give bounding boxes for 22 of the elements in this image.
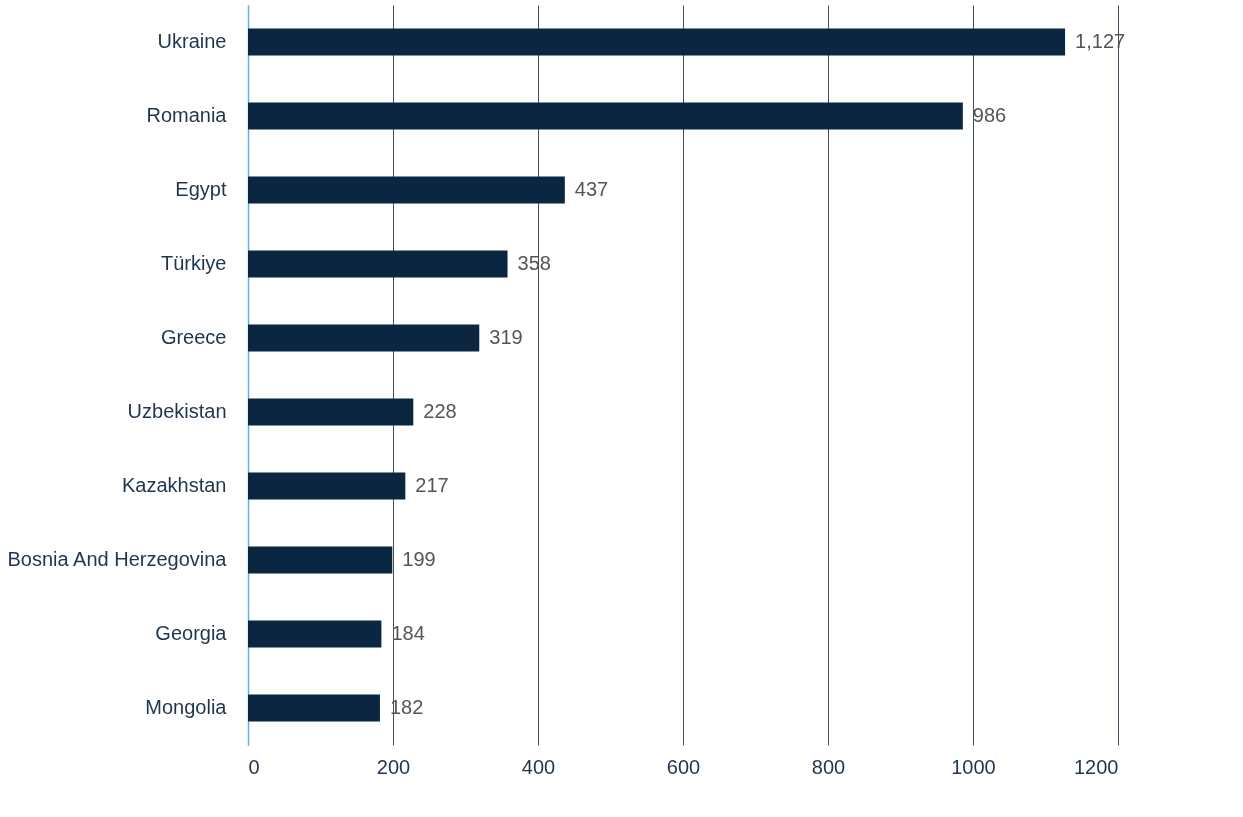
y-tick-label: Bosnia And Herzegovina xyxy=(7,548,228,570)
data-label: 228 xyxy=(423,400,457,422)
y-tick-label: Egypt xyxy=(175,178,227,200)
y-tick-label: Türkiye xyxy=(160,252,227,274)
y-tick-label: Georgia xyxy=(155,622,228,644)
x-tick-label: 1200 xyxy=(1074,755,1119,778)
x-tick-label: 600 xyxy=(666,755,701,778)
data-label: 217 xyxy=(415,474,449,496)
x-tick-label: 400 xyxy=(521,755,556,778)
y-tick-label: Uzbekistan xyxy=(127,400,227,422)
x-tick-label: 0 xyxy=(248,755,260,778)
x-tick-label: 1000 xyxy=(951,755,996,778)
y-tick-label: Romania xyxy=(146,104,228,126)
y-tick-label: Ukraine xyxy=(157,30,227,52)
y-tick-label: Greece xyxy=(160,326,227,348)
data-label: 319 xyxy=(489,326,523,348)
y-tick-label: Mongolia xyxy=(145,696,228,718)
data-label: 199 xyxy=(402,548,436,570)
data-label: 437 xyxy=(574,178,609,200)
y-tick-label: Kazakhstan xyxy=(121,474,227,496)
x-tick-label: 800 xyxy=(811,755,846,778)
x-tick-label: 200 xyxy=(376,755,411,778)
